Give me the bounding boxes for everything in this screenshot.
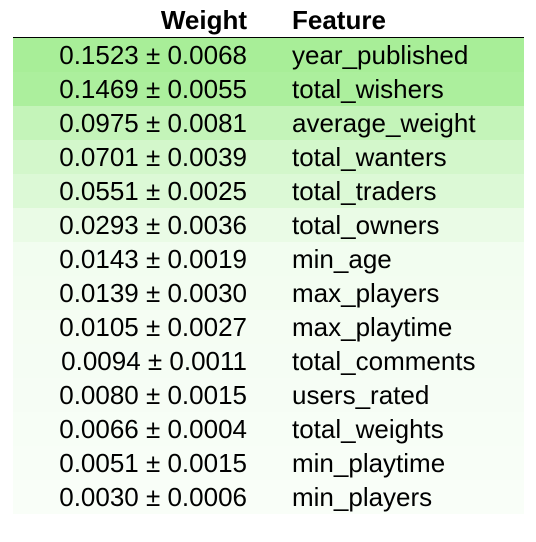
table-row: 0.1469 ± 0.0055 total_wishers (13, 72, 524, 106)
feature-cell: total_weights (292, 414, 444, 444)
feature-weights-table: Weight Feature 0.1523 ± 0.0068 year_publi… (13, 3, 524, 514)
table-row: 0.0975 ± 0.0081 average_weight (13, 106, 524, 140)
weight-cell: 0.0143 ± 0.0019 (59, 244, 247, 274)
header-row: Weight Feature (13, 3, 524, 38)
table-row: 0.0143 ± 0.0019 min_age (13, 242, 524, 276)
feature-cell: total_wanters (292, 142, 447, 172)
table-row: 0.0139 ± 0.0030 max_players (13, 276, 524, 310)
weight-cell: 0.0066 ± 0.0004 (59, 414, 247, 444)
table-row: 0.0080 ± 0.0015 users_rated (13, 378, 524, 412)
feature-cell: min_playtime (292, 448, 446, 478)
feature-cell: total_traders (292, 176, 437, 206)
feature-cell: year_published (292, 40, 469, 70)
weight-cell: 0.0051 ± 0.0015 (59, 448, 247, 478)
feature-column-header: Feature (292, 3, 524, 38)
feature-cell: min_players (292, 482, 433, 512)
weight-column-header: Weight (13, 3, 292, 38)
feature-cell: max_playtime (292, 312, 453, 342)
table-row: 0.0030 ± 0.0006 min_players (13, 480, 524, 514)
table-row: 0.1523 ± 0.0068 year_published (13, 37, 524, 72)
feature-cell: min_age (292, 244, 392, 274)
weight-cell: 0.0030 ± 0.0006 (59, 482, 247, 512)
table-row: 0.0293 ± 0.0036 total_owners (13, 208, 524, 242)
feature-cell: max_players (292, 278, 440, 308)
table-body: 0.1523 ± 0.0068 year_published 0.1469 ± 0.… (13, 37, 524, 514)
weight-cell: 0.0293 ± 0.0036 (59, 210, 247, 240)
weight-cell: 0.1523 ± 0.0068 (59, 40, 247, 70)
table-row: 0.0701 ± 0.0039 total_wanters (13, 140, 524, 174)
weight-cell: 0.0080 ± 0.0015 (59, 380, 247, 410)
feature-cell: average_weight (292, 108, 476, 138)
table-row: 0.0105 ± 0.0027 max_playtime (13, 310, 524, 344)
weight-cell: 0.0139 ± 0.0030 (59, 278, 247, 308)
table-row: 0.0551 ± 0.0025 total_traders (13, 174, 524, 208)
feature-cell: total_comments (292, 346, 476, 376)
table-row: 0.0051 ± 0.0015 min_playtime (13, 446, 524, 480)
table-row: 0.0066 ± 0.0004 total_weights (13, 412, 524, 446)
weight-cell: 0.0975 ± 0.0081 (59, 108, 247, 138)
weight-cell: 0.0105 ± 0.0027 (59, 312, 247, 342)
feature-cell: users_rated (292, 380, 430, 410)
feature-cell: total_wishers (292, 74, 444, 104)
table-row: 0.0094 ± 0.0011 total_comments (13, 344, 524, 378)
weight-cell: 0.0701 ± 0.0039 (59, 142, 247, 172)
table-header: Weight Feature (13, 3, 524, 38)
weight-cell: 0.0551 ± 0.0025 (59, 176, 247, 206)
weight-cell: 0.1469 ± 0.0055 (59, 74, 247, 104)
weight-cell: 0.0094 ± 0.0011 (61, 346, 247, 376)
feature-cell: total_owners (292, 210, 440, 240)
